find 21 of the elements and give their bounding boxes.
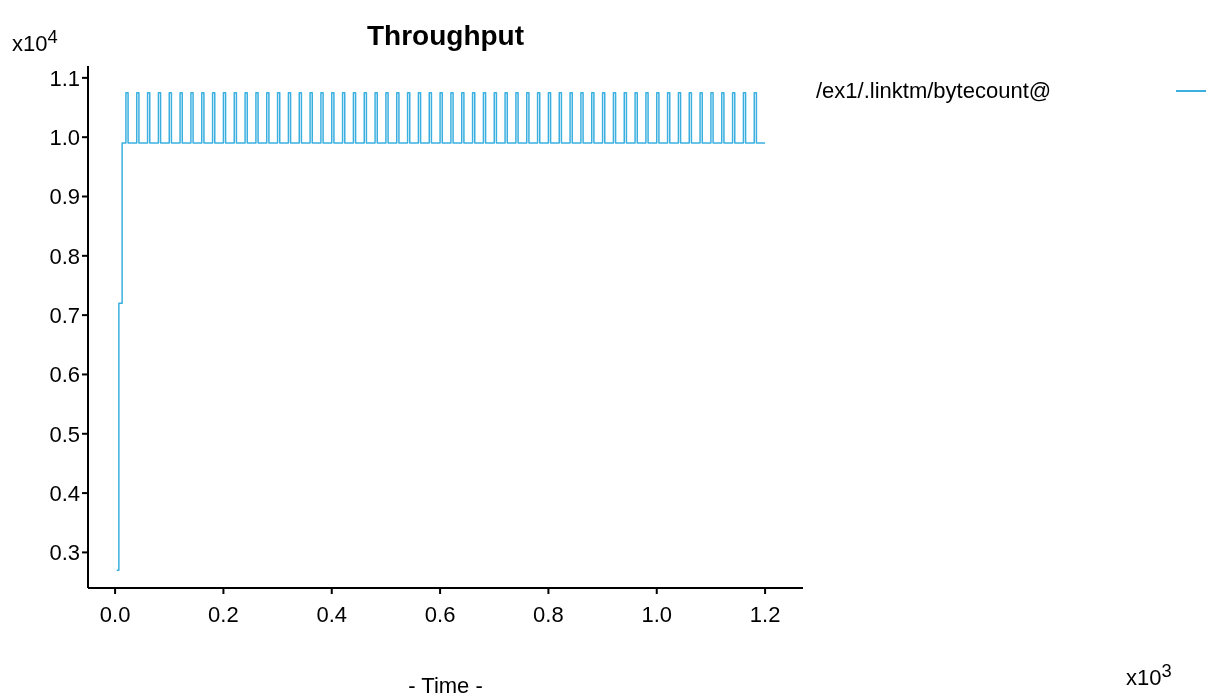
y-tick-label: 0.6 — [49, 362, 80, 388]
x-tick-label: 0.6 — [424, 601, 456, 627]
x-tick-label: 1.2 — [749, 601, 781, 627]
text: /ex1/.linktm/bytecount@ — [816, 78, 1053, 104]
x-axis-title: - Time - — [407, 673, 484, 695]
y-tick-label: 0.3 — [49, 540, 80, 566]
text: x10$^{4}$ — [12, 26, 58, 58]
y-tick-label: 0.5 — [49, 421, 80, 447]
y-tick-label: 1.0 — [49, 124, 80, 150]
x-tick-label: 0.2 — [208, 601, 239, 627]
y-tick-label: 0.8 — [49, 243, 80, 269]
y-tick-label: 0.9 — [49, 184, 80, 210]
y-tick-label: 0.4 — [49, 480, 80, 506]
x-tick-label: 0.4 — [316, 601, 348, 627]
x-tick-label: 1.0 — [641, 601, 673, 627]
y-tick-label: 0.7 — [49, 302, 80, 328]
y-tick-label: 1.1 — [49, 65, 80, 91]
text: x10$^{3}$ — [1126, 660, 1172, 692]
x-tick-label: 0.8 — [533, 601, 564, 627]
x-tick-label: 0.0 — [99, 601, 131, 627]
chart-title: Throughput — [365, 20, 526, 52]
